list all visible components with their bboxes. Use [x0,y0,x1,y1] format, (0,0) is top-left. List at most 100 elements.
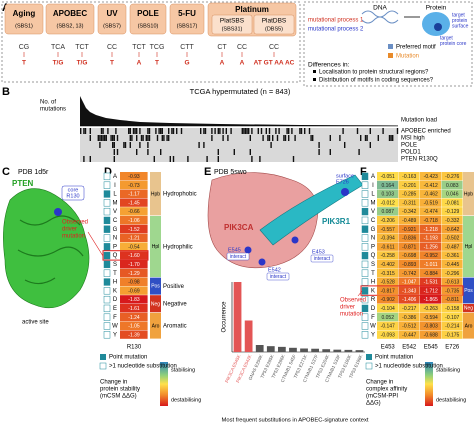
cell-value: -1.83 [128,297,140,303]
amino-acid: N [371,236,375,242]
sample-mark [161,128,163,134]
legend-swatch [99,362,107,370]
mutation-type-marker [103,313,111,321]
column-label: E542 [402,345,417,351]
sample-mark [288,135,290,141]
cell-value: 0.083 [446,183,459,189]
axis-label: Occurrence [222,301,228,333]
row-label: APOBEC enriched [401,129,451,135]
cell-value: -0.528 [381,280,395,286]
heat-cell [398,207,420,216]
sample-mark [107,128,109,134]
surface-label: surface [452,23,469,29]
mutation-type-marker [103,260,111,269]
sample-mark [318,149,320,155]
amino-acid: L [371,192,375,198]
bar [289,347,297,352]
motif-context: TCA [51,44,65,51]
sample-mark [124,142,127,148]
cell-value: -0.276 [445,174,459,180]
interact-box [310,254,334,263]
sample-mark [283,135,285,141]
cell-value: -0.54 [128,244,140,250]
mutation-type-marker [103,287,111,295]
motif-context: CTT [180,44,194,51]
signature-id: (DBS5) [265,26,283,32]
sample-mark [278,128,280,134]
heat-cell [420,268,442,278]
core-label: target [440,35,453,41]
protein-label: Protein [426,5,447,12]
heat-cell [120,277,148,286]
heat-cell [441,304,463,313]
heat-cell [120,251,148,260]
sample-mark [369,142,371,148]
cell-value: -0.217 [402,306,416,312]
legend-label: Point mutation [375,355,413,361]
motif-mutation: A [220,60,225,67]
sample-mark [262,135,264,141]
heat-cell [441,330,463,339]
mutation-type-marker [361,304,369,313]
amino-acid: F [113,315,117,321]
scale-label: Change in [366,380,393,386]
sample-mark [369,128,371,134]
sample-mark [241,128,243,134]
heat-cell [377,312,399,322]
group-tag [463,304,474,313]
cell-value: -1.256 [424,244,438,250]
heat-cell [120,224,148,234]
sample-mark [147,142,149,148]
cell-value: -1.865 [424,297,438,303]
sample-mark [83,156,85,162]
amino-acid: S [371,262,375,268]
heat-cell [420,189,442,198]
dna-label: DNA [373,5,387,12]
heat-cell [420,207,442,216]
cell-value: -1.52 [128,227,140,233]
sample-mark [308,128,311,134]
cell-value: -0.051 [381,174,395,180]
cell-value: -0.258 [381,253,395,259]
cell-value: -1.29 [128,271,140,277]
mutation-type-marker [361,295,369,304]
amino-acid: H [371,280,375,286]
sample-mark [364,135,367,141]
amino-acid: K [371,288,375,294]
group-abbr: Hpl [152,244,160,250]
mutation-key [388,53,393,58]
mutation-type-marker [103,190,111,198]
sample-mark [128,128,130,134]
heat-cell [398,330,420,339]
mutation-type-marker [361,181,369,189]
sample-mark [161,135,163,141]
heat-cell [441,180,463,190]
heat-cell [441,207,463,216]
sample-mark [288,128,290,134]
sample-mark [251,156,253,162]
heat-cell [120,180,148,190]
column-label: E453 [381,345,396,351]
signature-box [129,3,167,35]
heat-cell [377,172,399,181]
amino-acid: Y [371,332,375,338]
amino-acid: A [371,174,375,180]
pten-strands [17,215,84,285]
heat-cell [398,180,420,190]
panel-label: E [204,166,211,178]
cell-value: -0.611 [381,244,395,250]
legend-label: Preferred motif [396,45,436,51]
mutation-type-marker [361,260,369,269]
heat-cell [120,330,148,339]
sample-mark [129,128,131,134]
mutation-type-marker [103,234,111,242]
cell-value: -1.21 [128,236,140,242]
amino-acid: W [112,324,118,330]
scale-end: destabilising [171,397,201,403]
sample-mark [268,135,271,141]
cell-value: -0.361 [445,253,459,259]
mutation-type-marker [103,243,111,251]
cell-value: -0.412 [424,183,438,189]
sample-mark [160,149,162,155]
